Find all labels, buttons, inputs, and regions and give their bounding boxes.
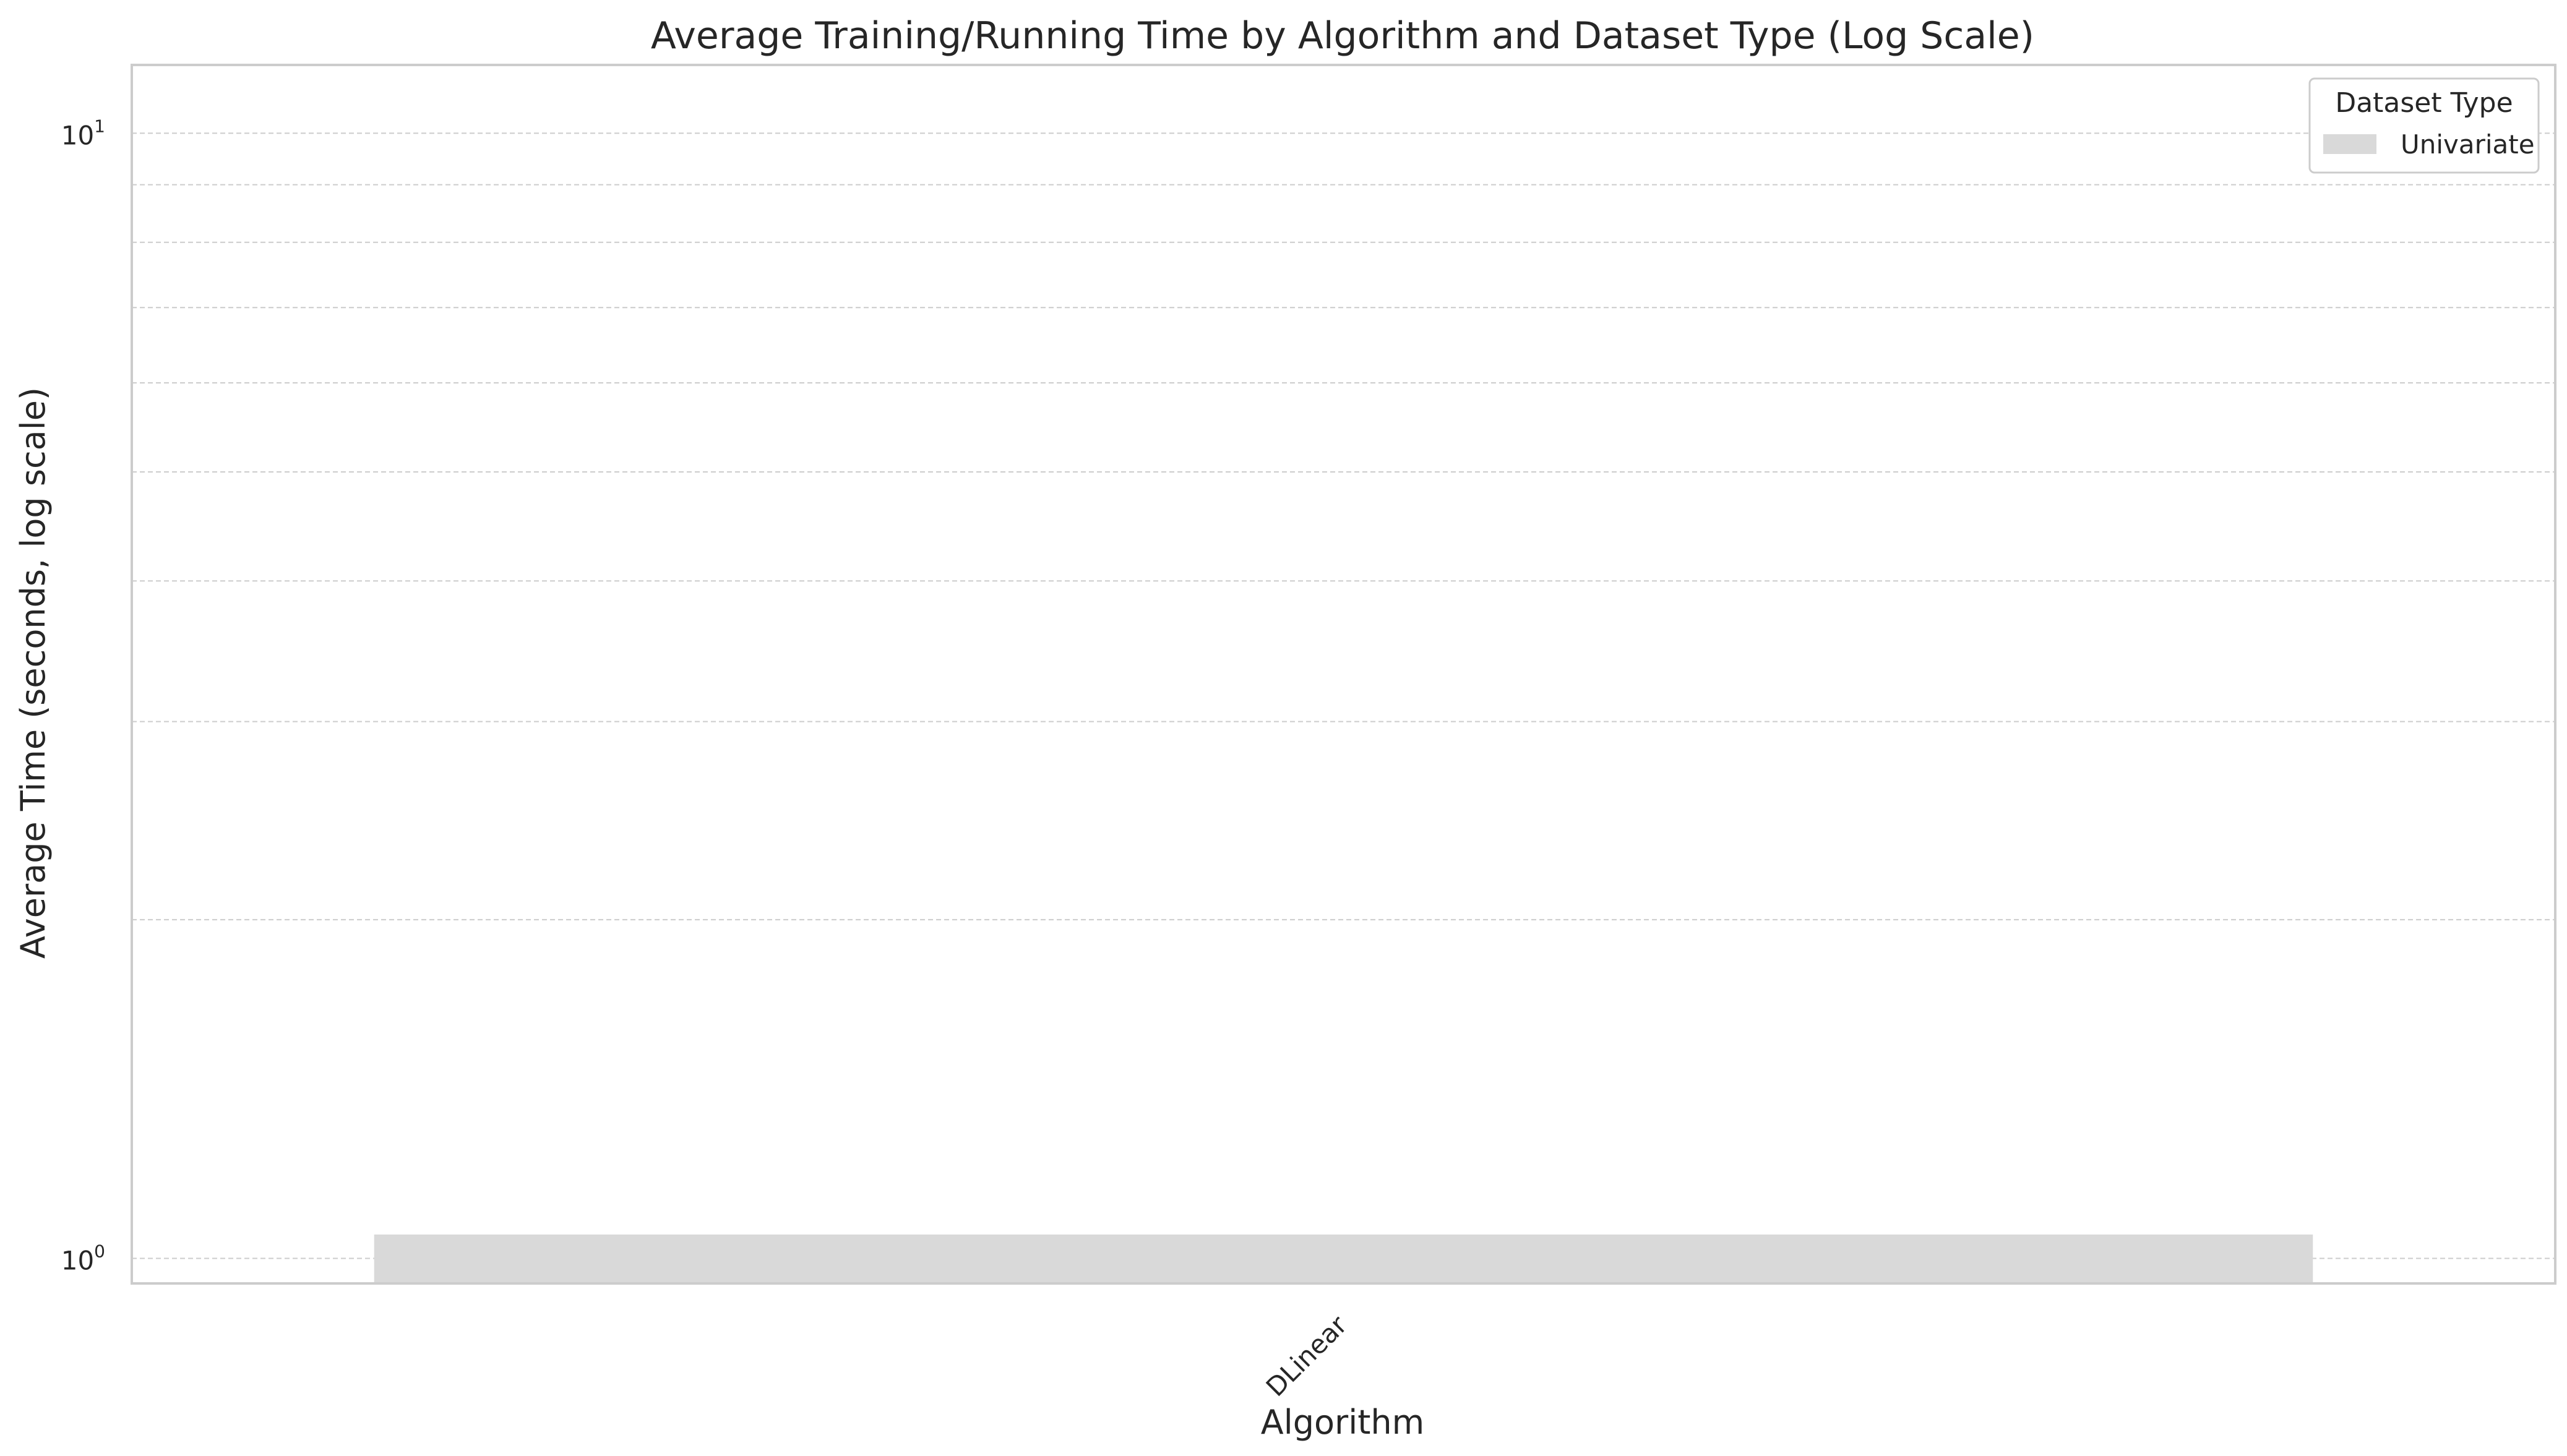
y-axis-label: Average Time (seconds, log scale) [14,387,53,959]
x-tick-label: DLinear [1260,1309,1353,1402]
y-tick-label: 101 [61,116,105,150]
legend: Dataset Type Univariate [2308,77,2540,174]
x-tick-labels: DLinear [1260,1309,1353,1402]
x-axis-label: Algorithm [1261,1403,1424,1442]
y-tick-labels: 100 101 [61,116,105,1275]
gridlines [132,132,2555,1259]
bar-dlinear [374,1234,2313,1283]
legend-label-univariate: Univariate [2401,129,2535,160]
y-tick-label: 100 [61,1241,105,1275]
plot-frame [131,64,2556,1285]
legend-swatch-univariate [2323,134,2376,154]
bars [374,1234,2313,1283]
chart-title: Average Training/Running Time by Algorit… [651,14,2034,58]
legend-title: Dataset Type [2335,87,2513,119]
